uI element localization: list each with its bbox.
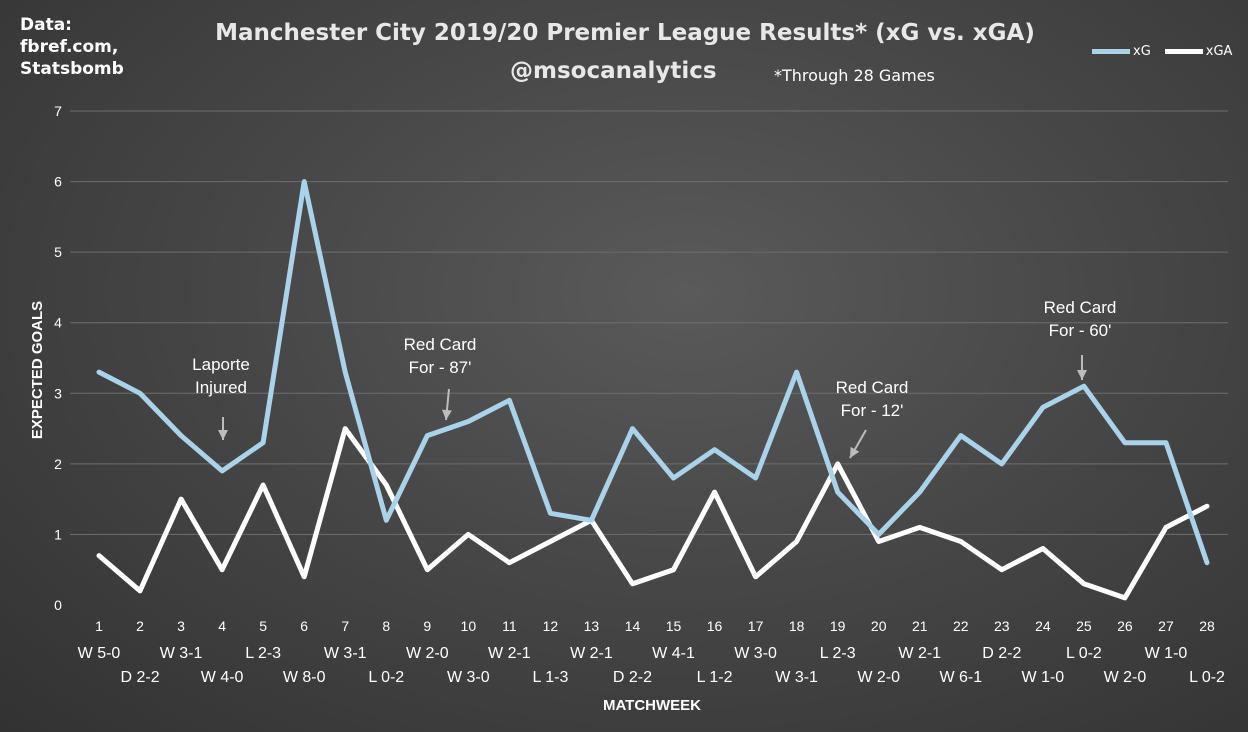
x-tick-label: 19 (830, 618, 846, 634)
x-tick-label: 15 (666, 618, 682, 634)
chart-note: *Through 28 Games (774, 66, 935, 85)
y-tick-label: 4 (54, 315, 62, 331)
annotation-arrowhead (441, 409, 452, 420)
x-tick-label: 27 (1158, 618, 1174, 634)
result-label: W 2-0 (1104, 669, 1147, 686)
result-label: W 3-0 (734, 645, 777, 662)
result-label: W 8-0 (283, 669, 326, 686)
x-tick-label: 20 (871, 618, 887, 634)
result-label: W 3-1 (775, 669, 818, 686)
x-tick-label: 28 (1199, 618, 1215, 634)
x-tick-label: 6 (300, 618, 308, 634)
legend-swatch-xg (1092, 49, 1130, 54)
result-label: W 2-1 (898, 645, 941, 662)
result-label: L 0-2 (368, 669, 404, 686)
result-label: W 2-1 (488, 645, 531, 662)
y-tick-label: 2 (54, 456, 62, 472)
result-label: D 2-2 (613, 669, 652, 686)
x-tick-label: 25 (1076, 618, 1092, 634)
legend-swatch-xga (1164, 49, 1203, 54)
legend-label-xga: xGA (1205, 44, 1233, 59)
x-axis-label: MATCHWEEK (603, 697, 701, 714)
x-tick-label: 4 (218, 618, 226, 634)
x-tick-label: 11 (502, 618, 517, 634)
x-tick-label: 3 (177, 618, 185, 634)
x-tick-label: 24 (1035, 618, 1051, 634)
x-tick-label: 12 (543, 618, 559, 634)
annotation-text: Injured (195, 378, 247, 397)
x-tick-label: 17 (748, 618, 764, 634)
y-tick-label: 5 (54, 244, 62, 260)
source-line: Data: (20, 15, 72, 35)
result-label: W 2-1 (570, 645, 613, 662)
y-tick-label: 3 (54, 385, 62, 401)
result-label: W 3-1 (324, 645, 367, 662)
x-tick-label: 22 (953, 618, 969, 634)
chart-subtitle: @msocanalytics (510, 58, 717, 84)
annotation-text: For - 12' (841, 401, 904, 420)
result-label: W 2-0 (857, 669, 900, 686)
source-line: Statsbomb (20, 59, 124, 79)
y-axis-label: EXPECTED GOALS (29, 301, 46, 439)
series-line-xg (96, 179, 1210, 566)
result-label: W 1-0 (1022, 669, 1065, 686)
result-label: W 3-1 (160, 645, 203, 662)
y-tick-label: 1 (54, 526, 62, 542)
result-label: W 1-0 (1145, 645, 1188, 662)
result-label: W 6-1 (939, 669, 982, 686)
y-tick-label: 6 (54, 174, 62, 190)
annotation-text: For - 87' (409, 358, 472, 377)
x-tick-label: 10 (461, 618, 477, 634)
result-label: L 2-3 (820, 645, 856, 662)
result-label: D 2-2 (120, 669, 159, 686)
legend-item-xga: xGA (1164, 44, 1233, 59)
annotation-arrowhead (1077, 370, 1087, 380)
result-label: L 1-3 (532, 669, 568, 686)
y-tick-label: 0 (54, 597, 62, 613)
result-label: L 2-3 (245, 645, 281, 662)
chart-title: Manchester City 2019/20 Premier League R… (215, 20, 1035, 46)
x-tick-label: 9 (423, 618, 431, 634)
legend-item-xg: xG (1092, 44, 1151, 59)
series-line-xga (96, 426, 1210, 601)
x-tick-label: 14 (625, 618, 641, 634)
legend: xG xGA (1092, 44, 1232, 59)
annotation-text: Red Card (836, 378, 909, 397)
annotation-text: Laporte (192, 355, 250, 374)
x-tick-label: 16 (707, 618, 723, 634)
result-label: W 2-0 (406, 645, 449, 662)
x-tick-label: 18 (789, 618, 805, 634)
x-tick-label: 13 (584, 618, 600, 634)
x-tick-label: 5 (259, 618, 267, 634)
x-tick-label: 26 (1117, 618, 1133, 634)
x-tick-label: 1 (95, 618, 103, 634)
source-line: fbref.com, (20, 37, 119, 57)
result-label: W 4-0 (201, 669, 244, 686)
annotation-arrowhead (218, 430, 228, 440)
x-tick-label: 2 (136, 618, 144, 634)
x-tick-label: 23 (994, 618, 1010, 634)
x-tick-label: 21 (912, 618, 928, 634)
x-tick-label: 8 (382, 618, 390, 634)
legend-label-xg: xG (1133, 44, 1151, 59)
annotation-text: For - 60' (1049, 321, 1112, 340)
result-label: L 0-2 (1066, 645, 1102, 662)
result-label: W 5-0 (78, 645, 121, 662)
annotation-arrowhead (850, 446, 860, 458)
result-label: L 1-2 (697, 669, 733, 686)
result-label: D 2-2 (982, 645, 1021, 662)
result-label: W 4-1 (652, 645, 695, 662)
result-label: L 0-2 (1189, 669, 1225, 686)
result-label: W 3-0 (447, 669, 490, 686)
data-source: Data: fbref.com, Statsbomb (20, 14, 130, 80)
x-tick-label: 7 (341, 618, 349, 634)
annotation-text: Red Card (1044, 298, 1117, 317)
y-tick-label: 7 (54, 103, 62, 119)
annotation-text: Red Card (404, 335, 477, 354)
